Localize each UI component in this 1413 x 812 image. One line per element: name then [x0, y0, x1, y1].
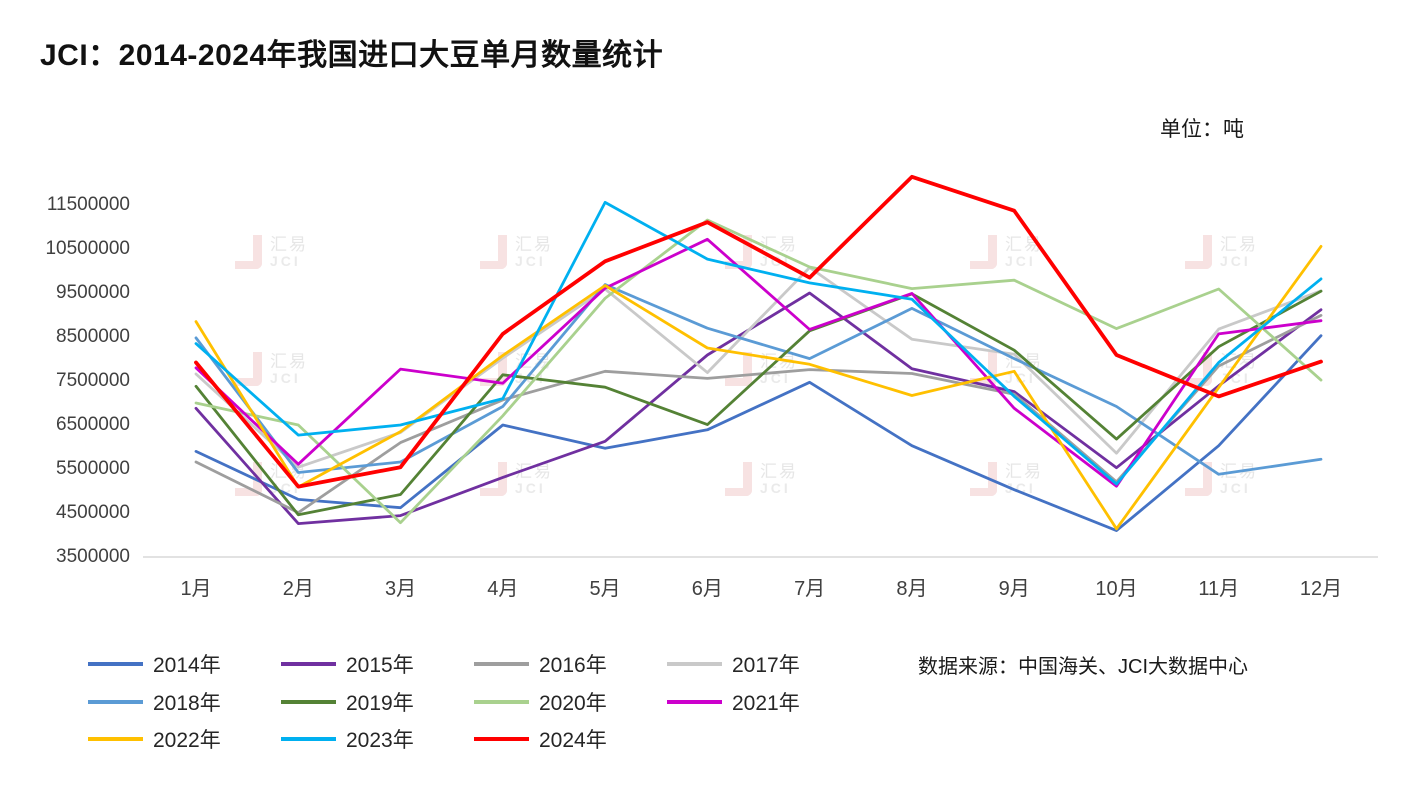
legend-item-2023年: 2023年 — [281, 724, 414, 754]
legend-label: 2018年 — [153, 691, 221, 715]
y-axis-tick-label: 7500000 — [56, 370, 130, 391]
x-axis-tick-label: 7月 — [794, 578, 826, 600]
legend-item-2024年: 2024年 — [474, 724, 607, 754]
legend-label: 2019年 — [346, 691, 414, 715]
legend-label: 2022年 — [153, 729, 221, 752]
x-axis-tick-label: 11月 — [1198, 578, 1240, 600]
series-line-2020年 — [194, 218, 1323, 525]
series-line-2019年 — [194, 289, 1323, 517]
legend-item-2017年: 2017年 — [667, 649, 800, 679]
legend-swatch — [474, 699, 529, 704]
y-axis-tick-label: 4500000 — [56, 502, 130, 523]
legend-swatch — [281, 737, 336, 741]
x-axis-tick-label: 2月 — [282, 578, 314, 600]
y-axis-tick-label: 3500000 — [56, 546, 130, 567]
series-line-2015年 — [194, 291, 1323, 525]
legend-item-2018年: 2018年 — [88, 687, 221, 717]
legend-swatch — [88, 737, 143, 741]
series-line-2021年 — [194, 237, 1323, 488]
legend-swatch — [667, 662, 722, 666]
series-line-2018年 — [194, 283, 1323, 476]
legend-item-2014年: 2014年 — [88, 649, 221, 679]
y-axis-tick-label: 10500000 — [45, 238, 130, 259]
legend-item-2016年: 2016年 — [474, 649, 607, 679]
legend-item-2019年: 2019年 — [281, 687, 414, 717]
legend-label: 2023年 — [346, 729, 414, 752]
legend-label: 2014年 — [153, 654, 221, 677]
series-line-2017年 — [194, 266, 1323, 469]
x-axis-tick-label: 6月 — [691, 578, 723, 600]
legend-item-2020年: 2020年 — [474, 687, 607, 717]
legend-label: 2016年 — [539, 654, 607, 677]
unit-label: 单位：吨 — [1160, 118, 1244, 141]
y-axis-tick-label: 11500000 — [46, 194, 130, 215]
x-axis-tick-label: 10月 — [1095, 578, 1138, 600]
data-source-label: 数据来源：中国海关、JCI大数据中心 — [918, 656, 1248, 678]
series-line-2022年 — [194, 244, 1323, 531]
x-axis-tick-label: 3月 — [384, 578, 417, 600]
series-line-2016年 — [194, 313, 1323, 514]
y-axis-tick-label: 6500000 — [56, 414, 130, 435]
legend-swatch — [667, 699, 722, 704]
legend-item-2021年: 2021年 — [667, 687, 800, 717]
legend-swatch — [88, 662, 143, 666]
chart-title: JCI：2014-2024年我国进口大豆单月数量统计 — [40, 39, 664, 72]
x-axis-tick-label: 9月 — [998, 578, 1030, 600]
legend-item-2015年: 2015年 — [281, 649, 414, 679]
x-axis-tick-label: 8月 — [896, 578, 928, 600]
x-axis-tick-label: 5月 — [589, 578, 621, 600]
legend-item-2022年: 2022年 — [88, 724, 221, 754]
legend-swatch — [474, 737, 529, 741]
legend-label: 2021年 — [732, 691, 800, 715]
legend-swatch — [281, 699, 336, 704]
series-line-2023年 — [194, 200, 1323, 486]
legend-swatch — [474, 662, 529, 666]
legend-swatch — [88, 699, 143, 704]
legend-label: 2020年 — [539, 691, 607, 715]
series-line-2024年 — [194, 174, 1323, 489]
legend-swatch — [281, 662, 336, 666]
y-axis-tick-label: 9500000 — [56, 282, 130, 303]
y-axis-tick-label: 5500000 — [56, 458, 130, 479]
legend-label: 2024年 — [539, 729, 607, 752]
legend-label: 2017年 — [732, 654, 800, 677]
x-axis-tick-label: 4月 — [487, 578, 519, 600]
x-axis-tick-label: 1月 — [180, 578, 212, 600]
series-layer — [194, 174, 1323, 532]
legend-label: 2015年 — [346, 654, 414, 677]
x-axis-tick-label: 12月 — [1299, 578, 1343, 600]
y-axis-tick-label: 8500000 — [56, 326, 130, 347]
